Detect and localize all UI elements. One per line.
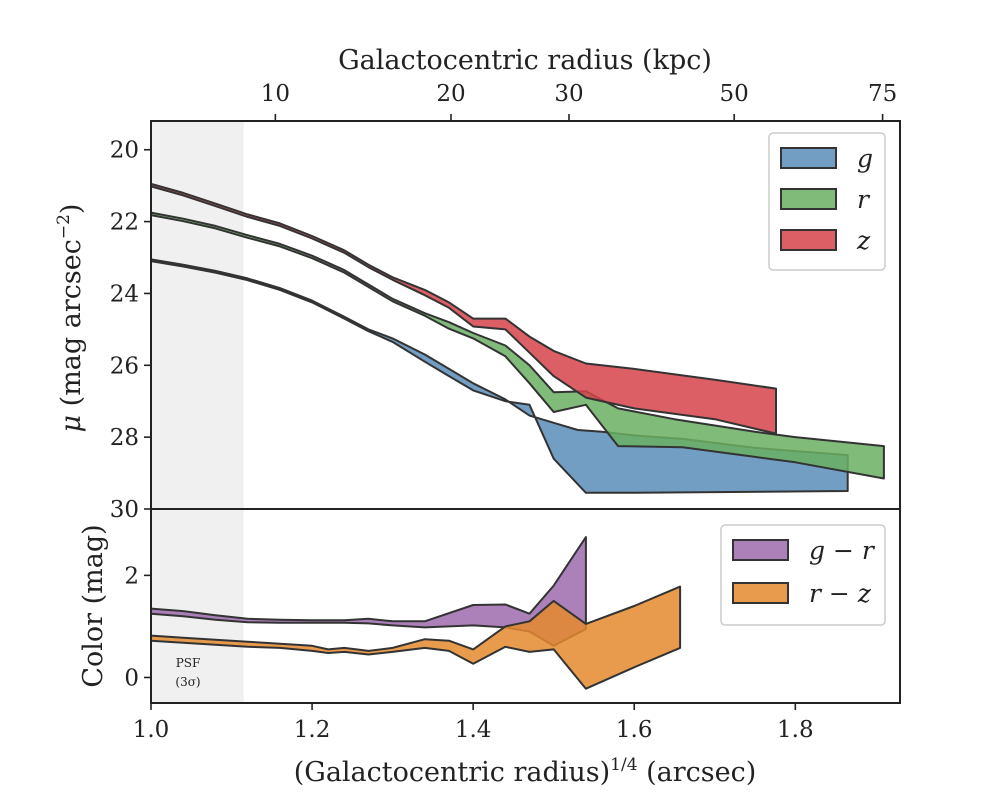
y-tick-label-top: 26 [110, 353, 139, 379]
legend-label: r [857, 185, 871, 214]
y-tick-label-top: 24 [110, 281, 139, 307]
psf-region-top [151, 121, 244, 509]
x-tick-label: 1.4 [455, 717, 492, 743]
legend-label: g − r [809, 536, 876, 565]
top-x-tick-label: 75 [868, 81, 897, 107]
band-rz [150, 585, 682, 690]
y-axis-label-top: μ (mag arcsec−2) [54, 204, 87, 433]
psf-annotation: PSF [176, 656, 201, 670]
legend-label: g [857, 144, 873, 173]
x-tick-label: 1.2 [294, 717, 331, 743]
top-axis-label: Galactocentric radius (kpc) [338, 45, 712, 76]
axis-ticks: 20 22 24 26 28 30 0 2 1.0 1.2 1.4 1.6 1.8 10 20 30 50 75 [110, 81, 898, 743]
y-tick-label-bottom: 2 [124, 563, 139, 589]
top-x-tick-label: 30 [554, 81, 583, 107]
x-tick-label: 1.8 [777, 717, 814, 743]
color-series [150, 536, 682, 690]
band-z [150, 182, 777, 435]
top-x-tick-label: 50 [720, 81, 749, 107]
surface-brightness-series [150, 182, 885, 494]
y-axis-label-bottom: Color (mag) [78, 524, 109, 687]
y-tick-label-top: 28 [110, 425, 139, 451]
legend-surface-brightness: grz [768, 132, 886, 271]
color-panel-frame [150, 508, 901, 704]
legend-label: r − z [809, 579, 872, 608]
legend-swatch [732, 582, 789, 604]
x-tick-label: 1.0 [133, 717, 170, 743]
psf-annotation-sigma: (3σ) [175, 675, 200, 689]
legend-swatch [780, 147, 837, 169]
legend-swatch [780, 188, 837, 210]
legend-swatch [732, 539, 789, 561]
legend-color: g − r r − z [720, 524, 886, 626]
y-tick-label-bottom: 0 [124, 665, 139, 691]
x-axis-label: (Galactocentric radius)1/4 (arcsec) [294, 755, 757, 788]
top-x-tick-label: 10 [261, 81, 290, 107]
legend-swatch [780, 229, 837, 251]
y-tick-label-top: 20 [110, 138, 139, 164]
psf-region-bottom [151, 509, 244, 703]
y-tick-label-top: 22 [110, 210, 139, 236]
y-tick-label-top: 30 [110, 497, 139, 523]
x-tick-label: 1.6 [616, 717, 653, 743]
band-g [150, 258, 849, 494]
top-x-tick-label: 20 [436, 81, 465, 107]
legend-label: z [856, 226, 871, 255]
band-r [150, 211, 885, 480]
